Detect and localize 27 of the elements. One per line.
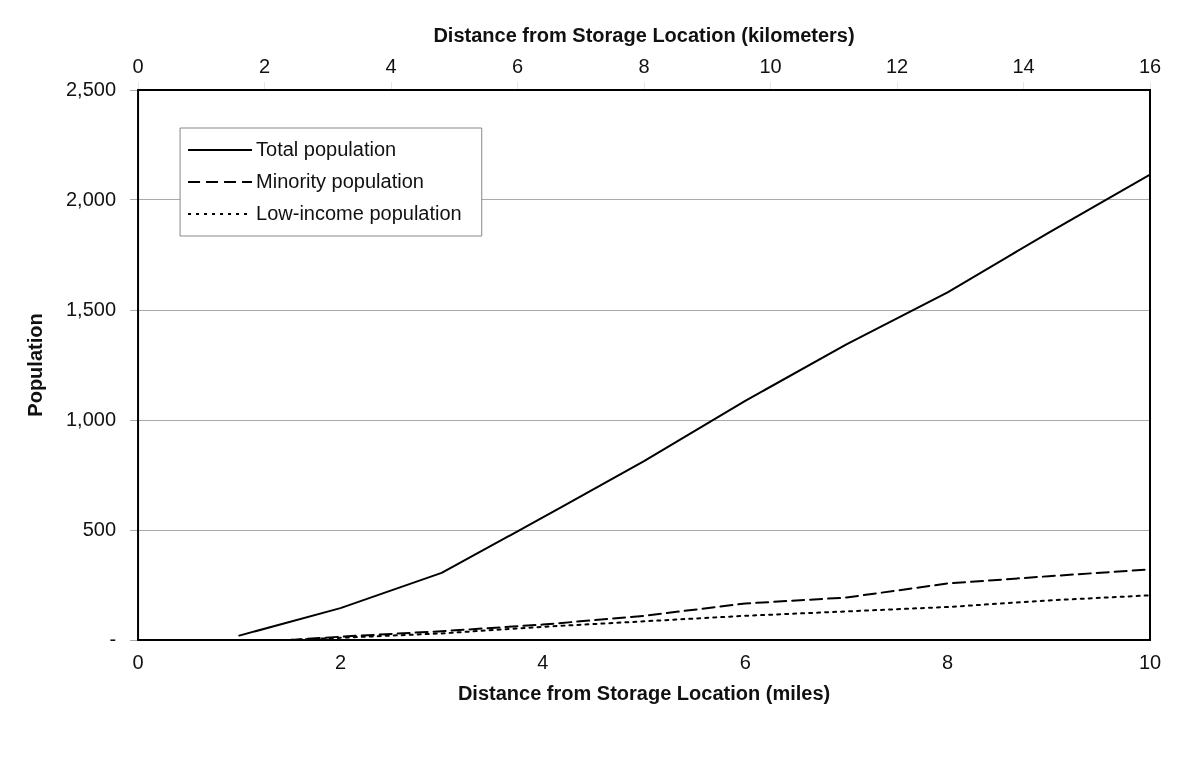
x2-tick-label: 4	[385, 54, 397, 77]
x-tick-label: 6	[739, 650, 751, 673]
y-axis-title: Population	[23, 313, 46, 417]
x2-tick-label: 14	[1012, 54, 1035, 77]
x2-axis-title: Distance from Storage Location (kilometers)	[433, 23, 855, 46]
y-tick-label: 2,500	[65, 77, 117, 100]
y-tick-label: 1,500	[65, 297, 117, 320]
y-tick-label: -	[109, 627, 117, 650]
x2-tick-label: 12	[885, 54, 909, 77]
x-tick-label: 8	[942, 650, 954, 673]
x-tick-label: 0	[132, 650, 144, 673]
x-axis-title: Distance from Storage Location (miles)	[457, 681, 831, 704]
y-tick-label: 1,000	[65, 407, 117, 430]
x2-tick-label: 16	[1138, 54, 1162, 77]
y-tick-label: 500	[82, 517, 117, 540]
x2-tick-label: 8	[638, 54, 650, 77]
legend-label: Low-income population	[256, 201, 462, 224]
legend-label: Total population	[256, 137, 397, 160]
x2-tick-label: 6	[511, 54, 524, 77]
x-tick-label: 4	[537, 650, 549, 673]
y-tick-label: 2,000	[65, 187, 117, 210]
x-tick-label: 2	[334, 650, 346, 673]
x2-tick-label: 10	[759, 54, 782, 77]
legend-label: Minority population	[256, 169, 424, 192]
x2-tick-label: 2	[258, 54, 271, 77]
x2-tick-label: 0	[132, 54, 144, 77]
x-tick-label: 10	[1138, 650, 1162, 673]
